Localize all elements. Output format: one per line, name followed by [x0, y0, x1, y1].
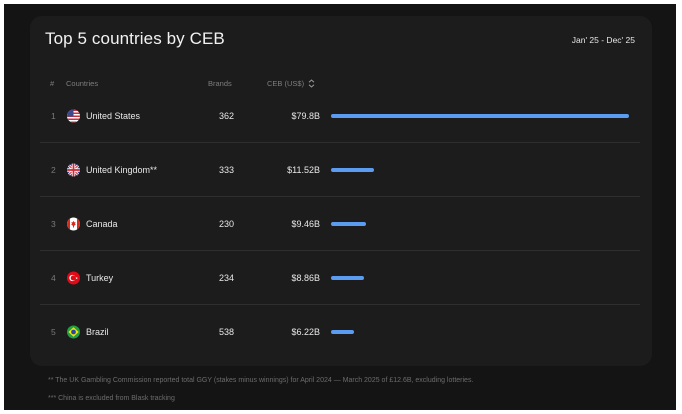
- ceb-bar: [331, 221, 367, 226]
- ceb-bar: [331, 167, 375, 172]
- column-header-ceb-label: CEB (US$): [267, 79, 305, 88]
- row-country: Brazil: [86, 327, 109, 337]
- ceb-bar-track: [331, 167, 629, 172]
- row-ceb: $8.86B: [291, 272, 320, 283]
- row-rank: 5: [51, 327, 56, 337]
- row-brands: 538: [218, 327, 234, 337]
- row-country: United States: [86, 110, 141, 121]
- ceb-bar: [331, 275, 365, 280]
- row-brands: 230: [218, 218, 234, 229]
- column-header-ceb[interactable]: CEB (US$): [267, 79, 315, 88]
- brazil-flag-icon: [67, 325, 80, 339]
- footnote-uk: ** The UK Gambling Commission reported t…: [48, 377, 474, 384]
- row-brands: 362: [218, 110, 234, 121]
- table-row[interactable]: 1 United States 362 $79.8B: [40, 89, 640, 143]
- row-brands: 333: [218, 164, 234, 175]
- column-header-brands: Brands: [208, 79, 232, 88]
- turkey-flag-icon: [67, 271, 80, 284]
- uk-flag-icon: [67, 163, 80, 176]
- row-rank: 2: [51, 164, 56, 175]
- column-header-countries: Countries: [66, 79, 99, 88]
- table-row[interactable]: 5 Brazil 538 $6.22B: [40, 305, 640, 359]
- footnote-china: *** China is excluded from Blask trackin…: [48, 395, 175, 402]
- canada-flag-icon: [67, 217, 80, 230]
- row-ceb: $79.8B: [291, 110, 320, 121]
- row-country: Canada: [86, 218, 118, 229]
- ceb-bar-track: [331, 113, 629, 118]
- row-rank: 3: [51, 218, 56, 229]
- table-row[interactable]: 4 Turkey 234 $8.86B: [40, 251, 640, 305]
- sort-icon[interactable]: [308, 79, 315, 88]
- ranking-card: Top 5 countries by CEB Jan' 25 - Dec' 25…: [30, 16, 652, 366]
- row-country: Turkey: [86, 272, 114, 283]
- row-country: United Kingdom**: [86, 164, 158, 175]
- row-rank: 4: [51, 272, 56, 283]
- column-header-number: #: [50, 79, 55, 88]
- frame: Top 5 countries by CEB Jan' 25 - Dec' 25…: [4, 4, 676, 410]
- ceb-bar: [331, 113, 629, 118]
- ceb-bar-track: [331, 330, 629, 334]
- card-title: Top 5 countries by CEB: [45, 29, 225, 48]
- row-ceb: $9.46B: [291, 218, 320, 229]
- us-flag-icon: [67, 109, 80, 122]
- table-row[interactable]: 3 Canada 230 $9.46B: [40, 197, 640, 251]
- row-rank: 1: [51, 110, 56, 121]
- ceb-bar: [331, 330, 355, 334]
- ceb-bar-track: [331, 275, 629, 280]
- ceb-bar-track: [331, 221, 629, 226]
- row-ceb: $11.52B: [287, 164, 320, 175]
- date-range-selector[interactable]: Jan' 25 - Dec' 25: [571, 35, 635, 45]
- row-ceb: $6.22B: [291, 327, 320, 337]
- row-brands: 234: [218, 272, 234, 283]
- table-row[interactable]: 2 United Kingdom** 333 $11.52B: [40, 143, 640, 197]
